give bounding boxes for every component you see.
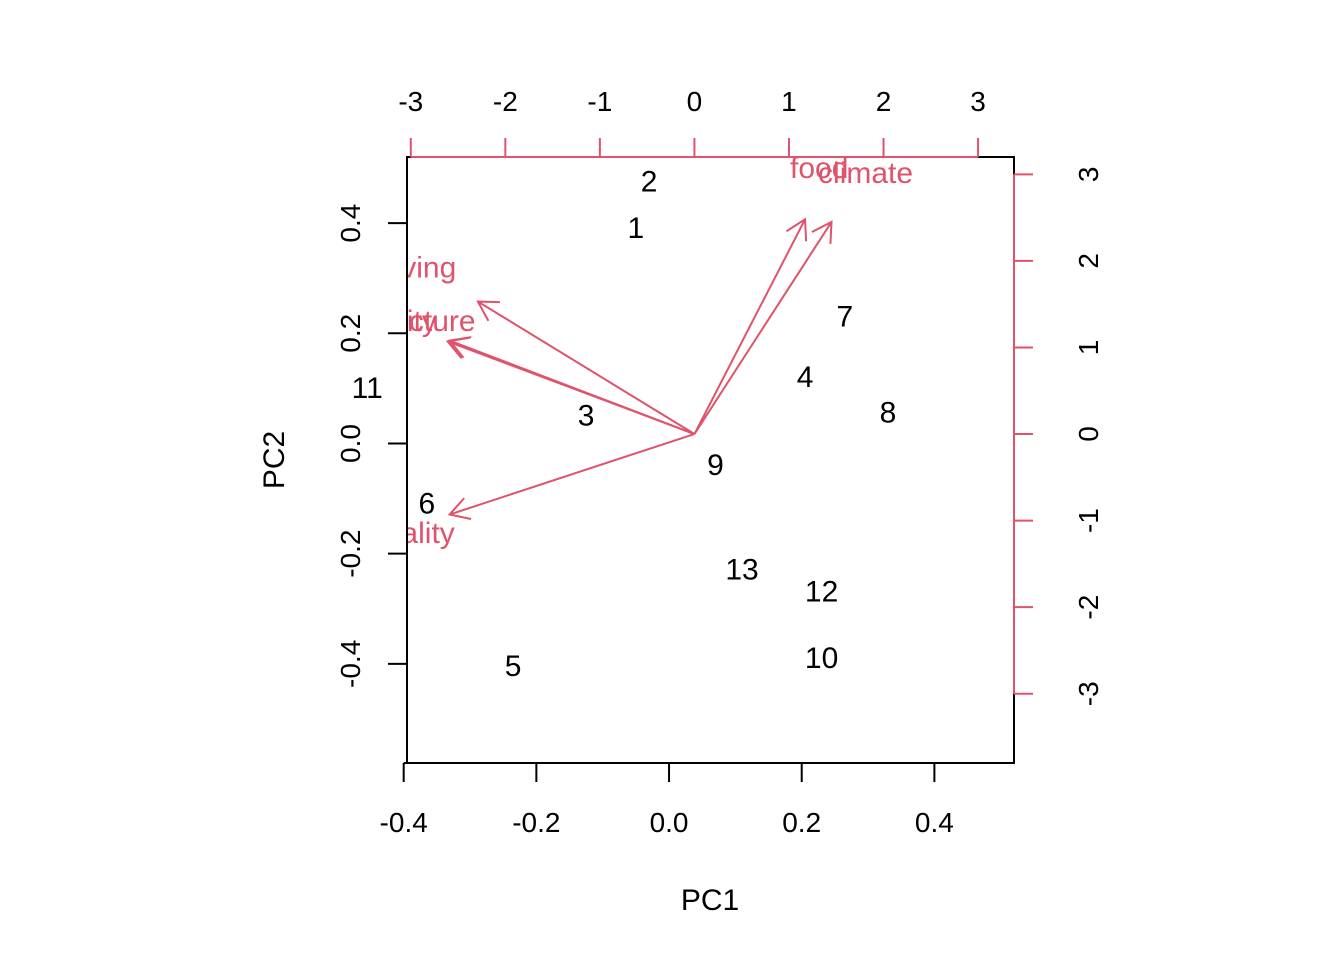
top-tick-label: 1	[781, 86, 797, 117]
loading-label: food	[790, 152, 848, 185]
y-tick-label: -0.2	[335, 530, 366, 578]
observation-label: 6	[419, 488, 436, 521]
loading-hospitality: hospitality	[321, 433, 695, 550]
x-axis-top: -3 -2 -1 0 1 2 3	[398, 86, 986, 158]
loading-arrowhead	[447, 497, 472, 521]
y-tick-label: -0.4	[335, 640, 366, 688]
y-axis-right: -3 -2 -1 0 1 2 3	[1013, 167, 1104, 706]
top-tick-label: -3	[398, 86, 423, 117]
y-tick-label: 0.0	[335, 424, 366, 463]
loading-arrow	[693, 221, 833, 435]
loading-label: climate	[818, 157, 913, 190]
right-tick-label: -2	[1073, 595, 1104, 620]
loading-arrow	[693, 218, 806, 435]
x-tick-label: -0.2	[512, 807, 560, 838]
observation-label: 1	[628, 212, 645, 245]
observation-label: 8	[880, 397, 897, 430]
right-tick-label: 3	[1073, 167, 1104, 183]
y-tick-label: 0.4	[335, 204, 366, 243]
loading-arrowhead	[786, 217, 808, 242]
loading-label: living	[388, 251, 456, 284]
x-tick-label: -0.4	[380, 807, 428, 838]
top-tick-label: 0	[687, 86, 703, 117]
x-axis-bottom: -0.4 -0.2 0.0 0.2 0.4	[380, 762, 954, 838]
observation-label: 11	[352, 372, 383, 405]
loading-climate: climate	[693, 157, 913, 435]
observation-label: 13	[725, 554, 758, 587]
top-tick-label: 3	[970, 86, 986, 117]
top-tick-label: 2	[876, 86, 892, 117]
loading-food: food	[693, 152, 848, 435]
observation-label: 9	[707, 449, 724, 482]
observation-label: 5	[505, 650, 522, 683]
loading-arrow	[449, 433, 695, 516]
right-tick-label: 0	[1073, 426, 1104, 442]
y-tick-label: 0.2	[335, 314, 366, 353]
x-tick-label: 0.4	[915, 807, 954, 838]
right-tick-label: 1	[1073, 340, 1104, 356]
loading-arrowhead	[447, 336, 472, 359]
observation-label: 12	[805, 576, 838, 609]
x-tick-label: 0.2	[782, 807, 821, 838]
loading-arrowhead	[476, 300, 500, 322]
loading-arrow	[449, 339, 695, 435]
observation-label: 7	[836, 300, 853, 333]
top-tick-label: -2	[493, 86, 518, 117]
y-axis-title: PC2	[258, 431, 291, 489]
right-tick-label: -1	[1073, 508, 1104, 533]
observation-label: 4	[797, 361, 814, 394]
loading-arrow	[477, 300, 695, 435]
top-tick-label: -1	[587, 86, 612, 117]
x-axis-title: PC1	[681, 884, 739, 917]
right-tick-label: -3	[1073, 681, 1104, 706]
loading-infrastructure: infrastructure	[301, 305, 695, 435]
right-tick-label: 2	[1073, 253, 1104, 269]
loading-label: security	[334, 305, 437, 338]
observation-label: 3	[578, 399, 595, 432]
y-axis-left: -0.4 -0.2 0.0 0.2 0.4	[335, 204, 408, 688]
loading-label: infrastructure	[301, 305, 476, 338]
loading-arrowhead	[811, 220, 833, 244]
observation-label: 2	[641, 165, 658, 198]
loading-living: living	[388, 251, 695, 435]
loading-label: hospitality	[321, 517, 454, 550]
observation-label: 10	[805, 642, 838, 675]
x-tick-label: 0.0	[650, 807, 689, 838]
